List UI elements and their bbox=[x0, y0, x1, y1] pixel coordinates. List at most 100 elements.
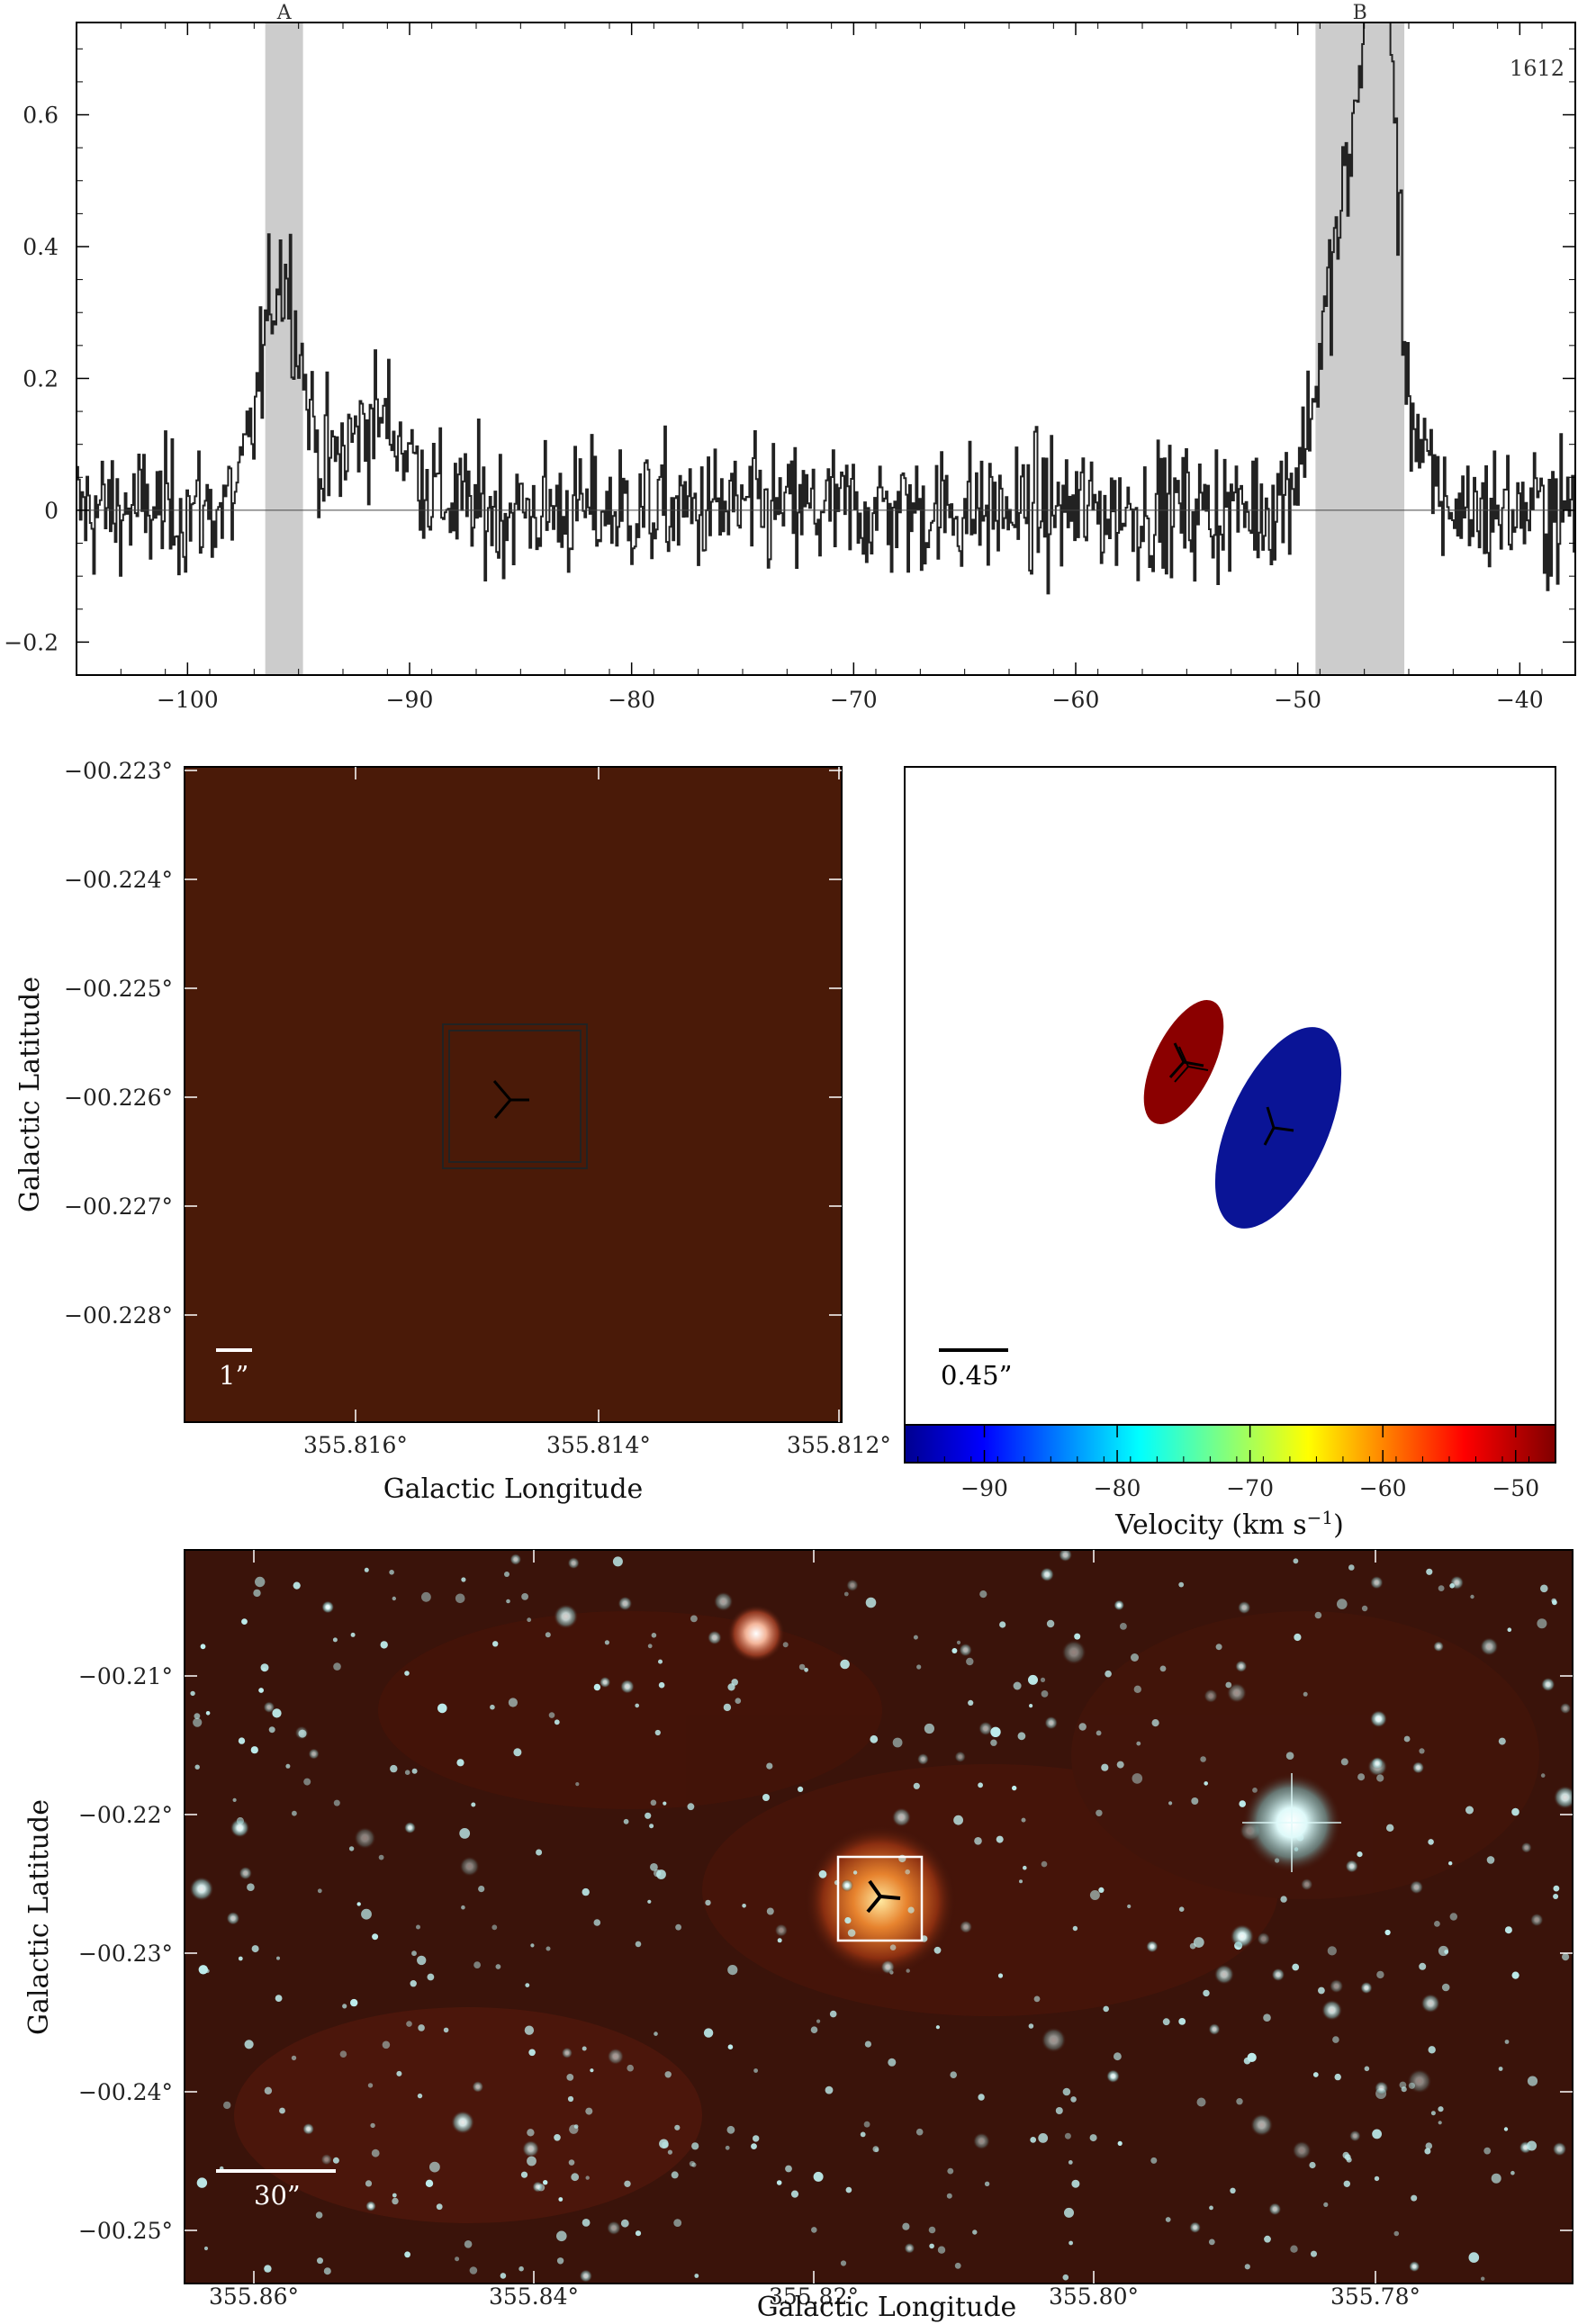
star bbox=[1376, 1970, 1384, 1979]
star bbox=[1428, 1839, 1434, 1845]
star bbox=[1334, 2073, 1341, 2081]
star bbox=[250, 1746, 258, 1754]
star bbox=[1433, 1641, 1445, 1653]
star bbox=[860, 2131, 866, 2138]
wide-ytick-label: −00.24° bbox=[78, 2079, 173, 2105]
star bbox=[291, 2055, 297, 2061]
star bbox=[635, 1941, 642, 1948]
star bbox=[554, 2134, 561, 2141]
star bbox=[663, 1801, 667, 1806]
star bbox=[506, 1599, 510, 1604]
zoom-xtick-label: 355.812° bbox=[787, 1432, 891, 1458]
star bbox=[1370, 1757, 1384, 1770]
star bbox=[461, 1577, 466, 1582]
star bbox=[232, 1797, 237, 1802]
wide-ytick-label: −00.23° bbox=[78, 1941, 173, 1967]
star bbox=[582, 1887, 590, 1896]
star bbox=[951, 1648, 958, 1653]
star bbox=[1448, 1861, 1453, 1866]
wide-ytick-label: −00.21° bbox=[78, 1663, 173, 1689]
star bbox=[999, 1621, 1006, 1628]
star bbox=[647, 1899, 652, 1904]
wide-ticks: 355.86° 355.84° 355.82° 355.80° 355.78° −00.2… bbox=[78, 1550, 1573, 2310]
star bbox=[1029, 1704, 1033, 1708]
zoom-maser-marker bbox=[492, 1080, 529, 1119]
star bbox=[599, 1676, 611, 1689]
star bbox=[1150, 2157, 1158, 2164]
star bbox=[776, 2180, 782, 2185]
star bbox=[1215, 1644, 1222, 1651]
star bbox=[276, 1956, 280, 1960]
star bbox=[1527, 2076, 1538, 2086]
star bbox=[635, 2230, 642, 2237]
star bbox=[1504, 1926, 1512, 1934]
star bbox=[1559, 1702, 1572, 1715]
star bbox=[929, 2243, 934, 2249]
star bbox=[392, 1596, 396, 1601]
star bbox=[1069, 2240, 1073, 2246]
star bbox=[1040, 1567, 1055, 1582]
star bbox=[841, 1878, 853, 1892]
star bbox=[959, 1643, 972, 1657]
star bbox=[650, 1799, 657, 1806]
star bbox=[411, 1768, 418, 1774]
star bbox=[350, 1998, 358, 2007]
wide-ytick-label: −00.25° bbox=[78, 2218, 173, 2244]
star bbox=[1294, 1633, 1302, 1642]
star bbox=[1314, 1611, 1322, 1619]
marker-label-b: B bbox=[1353, 2, 1367, 24]
colorbar-tick-label: −50 bbox=[1492, 1475, 1539, 1501]
star bbox=[1428, 2046, 1436, 2054]
star bbox=[558, 2197, 564, 2202]
star bbox=[1264, 2235, 1271, 2243]
star bbox=[263, 1701, 275, 1714]
star bbox=[1133, 1685, 1142, 1694]
star bbox=[404, 1671, 410, 1676]
star bbox=[392, 2193, 397, 2198]
star bbox=[1444, 1950, 1449, 1954]
star bbox=[619, 1679, 635, 1694]
star bbox=[1425, 2142, 1433, 2149]
star bbox=[1369, 1575, 1384, 1590]
star bbox=[410, 1980, 417, 1987]
star bbox=[673, 2219, 682, 2228]
star bbox=[561, 2047, 573, 2058]
star bbox=[888, 2058, 897, 2067]
star bbox=[1409, 2260, 1420, 2273]
star bbox=[1208, 2238, 1215, 2246]
star bbox=[1411, 2194, 1418, 2202]
star bbox=[264, 2086, 273, 2094]
star bbox=[527, 2156, 537, 2166]
zoom-ytick-label: −00.226° bbox=[64, 1085, 173, 1111]
component-map-frame bbox=[904, 766, 1556, 1426]
spectrum-xtick-label: −70 bbox=[830, 687, 878, 713]
star bbox=[984, 2181, 990, 2186]
star bbox=[620, 2219, 629, 2228]
star bbox=[1486, 1856, 1495, 1864]
star bbox=[870, 1734, 879, 1743]
star bbox=[1114, 1599, 1125, 1611]
star bbox=[196, 2177, 208, 2188]
star bbox=[1507, 1627, 1512, 1632]
star bbox=[1203, 1989, 1210, 1997]
star bbox=[804, 1667, 808, 1672]
star bbox=[527, 1617, 532, 1623]
star bbox=[649, 1824, 654, 1829]
star bbox=[937, 2246, 946, 2254]
star bbox=[852, 1870, 858, 1875]
star bbox=[1103, 2005, 1109, 2013]
star bbox=[742, 1904, 746, 1908]
star bbox=[317, 1888, 322, 1894]
star bbox=[1419, 1962, 1427, 1970]
star bbox=[891, 1807, 912, 1827]
star bbox=[1044, 1716, 1059, 1730]
star bbox=[1247, 2052, 1257, 2062]
star bbox=[798, 1786, 804, 1792]
star bbox=[1239, 1800, 1246, 1807]
star bbox=[916, 1752, 929, 1765]
star bbox=[1386, 1824, 1394, 1833]
star bbox=[1285, 1752, 1294, 1760]
zoom-ylabel: Galactic Latitude bbox=[14, 977, 46, 1212]
spectrum-frame bbox=[76, 22, 1576, 676]
star bbox=[953, 1815, 963, 1825]
